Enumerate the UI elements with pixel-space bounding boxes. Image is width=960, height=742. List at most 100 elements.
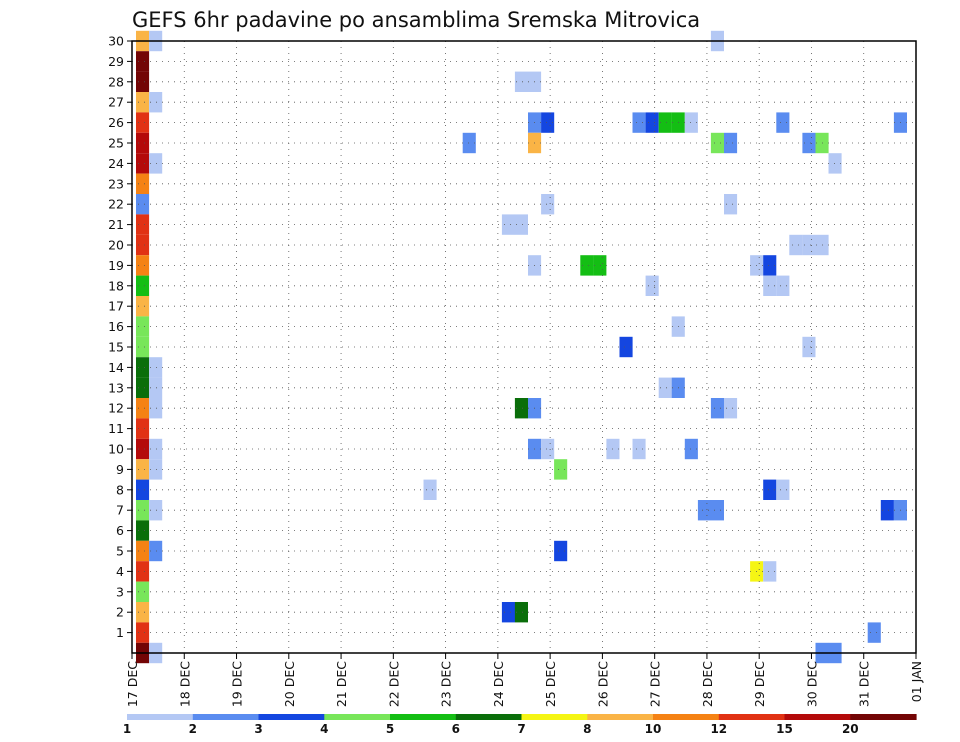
precip-cell <box>136 622 150 643</box>
precip-cell <box>632 438 646 460</box>
colorbar-swatch <box>390 714 457 720</box>
y-tick-label: 17 <box>108 299 124 314</box>
y-tick-label: 21 <box>108 217 124 232</box>
precip-cell <box>658 112 672 133</box>
precip-cell <box>136 357 150 378</box>
colorbar-label: 20 <box>842 722 859 736</box>
precip-cell <box>136 561 150 582</box>
precip-cell <box>619 336 633 358</box>
precip-cell <box>541 438 555 460</box>
x-tick-label: 26 DEC <box>595 661 610 707</box>
precip-cell <box>501 602 515 623</box>
precipitation-cells <box>136 30 907 664</box>
precip-cell <box>724 194 738 215</box>
y-tick-label: 18 <box>108 278 124 293</box>
colorbar-label: 10 <box>645 722 662 736</box>
precip-cell <box>763 275 777 296</box>
y-tick-label: 27 <box>108 95 124 110</box>
y-tick-label: 6 <box>116 523 124 538</box>
precip-cell <box>697 500 711 521</box>
precip-cell <box>136 479 150 500</box>
precip-cell <box>149 438 163 460</box>
precip-cell <box>710 500 724 521</box>
precip-cell <box>554 540 568 562</box>
y-tick-label: 12 <box>108 401 124 416</box>
y-tick-label: 19 <box>108 258 124 273</box>
precip-cell <box>136 132 150 154</box>
precip-cell <box>541 112 555 133</box>
precip-cell <box>136 51 150 72</box>
y-tick-label: 10 <box>108 442 124 457</box>
precip-cell <box>789 234 803 256</box>
x-tick-label: 27 DEC <box>648 661 663 707</box>
colorbar-label: 7 <box>517 722 525 736</box>
colorbar: 1 2 3 4 5 6 7 8 10 12 15 20 <box>123 714 917 736</box>
precip-cell <box>136 377 150 398</box>
y-tick-label: 1 <box>116 625 124 640</box>
precip-cell <box>763 561 777 582</box>
y-axis-ticks: 1234567891011121314151617181920212223242… <box>108 34 132 640</box>
colorbar-label: 6 <box>452 722 460 736</box>
precip-cell <box>149 377 163 398</box>
precip-cell <box>776 112 790 133</box>
x-tick-label: 31 DEC <box>857 661 872 707</box>
precip-cell <box>710 132 724 154</box>
precip-cell <box>136 398 150 419</box>
precip-cell <box>136 500 150 521</box>
precip-cell <box>554 459 568 480</box>
y-tick-label: 16 <box>108 319 124 334</box>
colorbar-label: 8 <box>583 722 591 736</box>
precip-cell <box>149 92 163 113</box>
precip-cell <box>501 214 515 235</box>
y-tick-label: 22 <box>108 197 124 212</box>
x-tick-label: 25 DEC <box>543 661 558 707</box>
colorbar-swatch <box>587 714 654 720</box>
precip-cell <box>149 500 163 521</box>
precip-cell <box>136 275 150 296</box>
colorbar-swatch <box>718 714 786 720</box>
colorbar-swatch <box>192 714 260 720</box>
colorbar-label: 3 <box>254 722 262 736</box>
y-tick-label: 29 <box>108 54 124 69</box>
precip-cell <box>149 540 163 562</box>
colorbar-label: 1 <box>123 722 131 736</box>
precip-cell <box>724 398 738 419</box>
precip-cell <box>136 234 150 256</box>
colorbar-swatch <box>127 714 194 720</box>
y-tick-label: 3 <box>116 584 124 599</box>
y-tick-label: 25 <box>108 136 124 151</box>
y-tick-label: 28 <box>108 74 124 89</box>
precip-cell <box>136 71 150 92</box>
y-tick-label: 15 <box>108 340 124 355</box>
precip-cell <box>136 153 150 174</box>
colorbar-swatch <box>784 714 851 720</box>
precip-cell <box>593 255 607 276</box>
precip-cell <box>149 357 163 378</box>
precip-cell <box>867 622 881 643</box>
colorbar-label: 2 <box>189 722 197 736</box>
y-tick-label: 20 <box>108 238 124 253</box>
precip-cell <box>136 520 150 541</box>
precip-cell <box>136 316 150 337</box>
y-tick-label: 24 <box>108 156 124 171</box>
colorbar-swatch <box>653 714 720 720</box>
precip-cell <box>541 194 555 215</box>
precip-cell <box>514 214 528 235</box>
y-tick-label: 11 <box>108 421 124 436</box>
precip-cell <box>802 234 816 256</box>
precip-cell <box>828 153 842 174</box>
precip-cell <box>136 296 150 317</box>
x-tick-label: 23 DEC <box>439 661 454 707</box>
x-tick-label: 17 DEC <box>125 661 140 707</box>
precip-cell <box>763 479 777 500</box>
x-tick-label: 24 DEC <box>491 661 506 707</box>
precip-cell <box>136 418 150 439</box>
x-tick-label: 18 DEC <box>177 661 192 707</box>
precip-cell <box>763 255 777 276</box>
precip-cell <box>710 398 724 419</box>
y-tick-label: 5 <box>116 544 124 559</box>
y-tick-label: 23 <box>108 176 124 191</box>
x-tick-label: 19 DEC <box>230 661 245 707</box>
colorbar-label: 4 <box>320 722 328 736</box>
